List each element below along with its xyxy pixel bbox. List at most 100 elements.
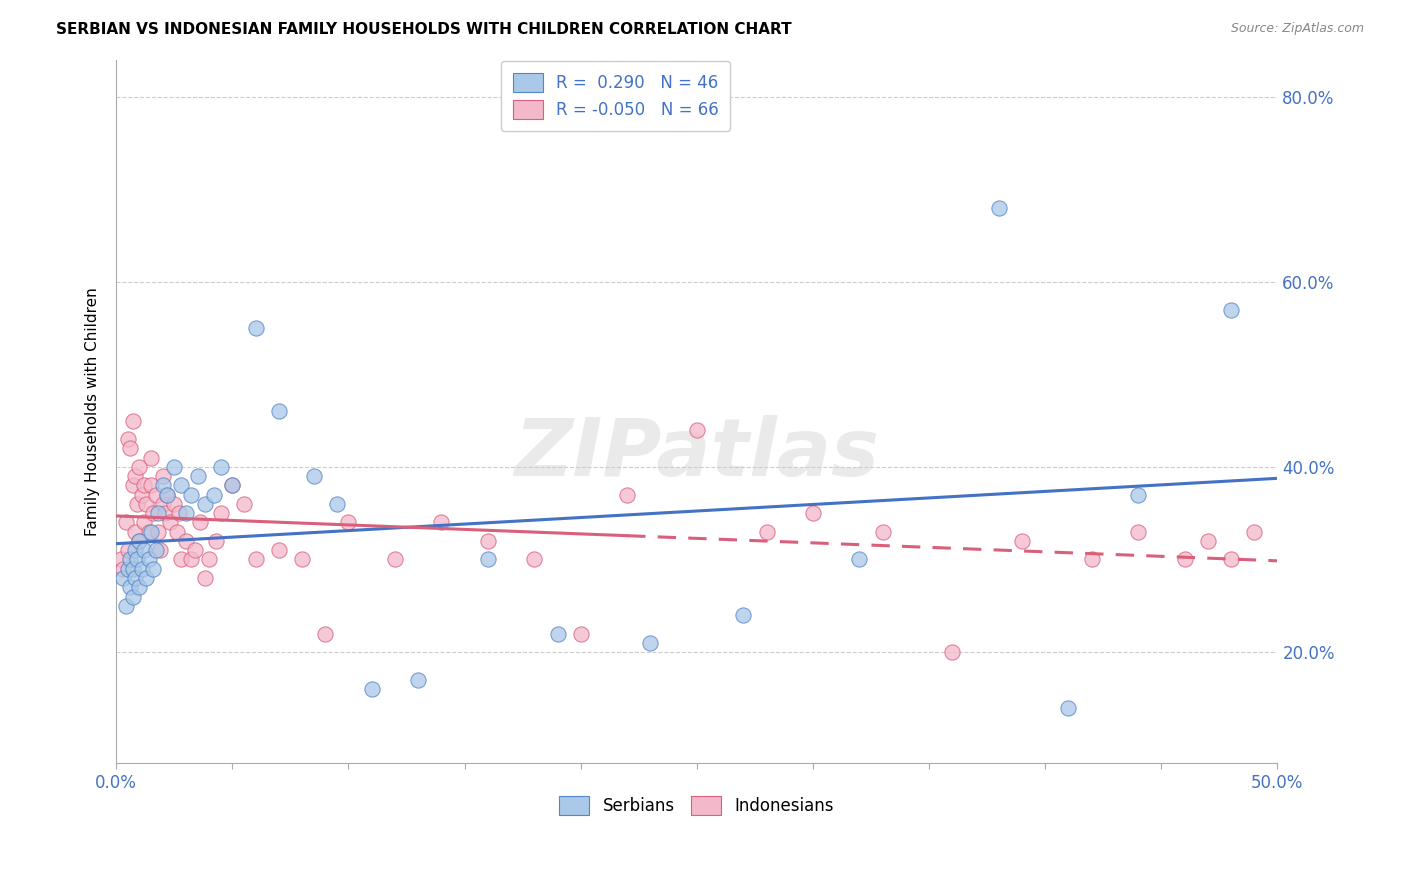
Point <box>523 552 546 566</box>
Point <box>146 506 169 520</box>
Point <box>291 552 314 566</box>
Point <box>233 497 256 511</box>
Point <box>120 580 142 594</box>
Point <box>146 524 169 539</box>
Point <box>121 478 143 492</box>
Point <box>110 552 132 566</box>
Point <box>170 478 193 492</box>
Point <box>138 524 160 539</box>
Point <box>1080 552 1102 566</box>
Point <box>1243 524 1265 539</box>
Point <box>124 469 146 483</box>
Point <box>209 506 232 520</box>
Point <box>193 571 215 585</box>
Point <box>193 497 215 511</box>
Point <box>755 524 778 539</box>
Point <box>128 533 150 548</box>
Point <box>187 469 209 483</box>
Point <box>139 450 162 465</box>
Point <box>117 432 139 446</box>
Point <box>1173 552 1195 566</box>
Point <box>152 497 174 511</box>
Point <box>188 516 211 530</box>
Point <box>872 524 894 539</box>
Point <box>159 516 181 530</box>
Point <box>117 543 139 558</box>
Point <box>941 645 963 659</box>
Point <box>156 488 179 502</box>
Point <box>267 404 290 418</box>
Point <box>547 626 569 640</box>
Point <box>163 459 186 474</box>
Point <box>406 673 429 687</box>
Point <box>1126 524 1149 539</box>
Legend: Serbians, Indonesians: Serbians, Indonesians <box>550 786 845 825</box>
Point <box>120 552 142 566</box>
Point <box>142 506 165 520</box>
Point <box>138 552 160 566</box>
Y-axis label: Family Households with Children: Family Households with Children <box>86 287 100 536</box>
Point <box>120 442 142 456</box>
Point <box>121 590 143 604</box>
Point <box>477 552 499 566</box>
Text: SERBIAN VS INDONESIAN FAMILY HOUSEHOLDS WITH CHILDREN CORRELATION CHART: SERBIAN VS INDONESIAN FAMILY HOUSEHOLDS … <box>56 22 792 37</box>
Point <box>131 562 153 576</box>
Text: Source: ZipAtlas.com: Source: ZipAtlas.com <box>1230 22 1364 36</box>
Point <box>127 552 149 566</box>
Point <box>145 543 167 558</box>
Point <box>430 516 453 530</box>
Point <box>112 562 135 576</box>
Point <box>128 459 150 474</box>
Point <box>198 552 221 566</box>
Point <box>121 562 143 576</box>
Point <box>326 497 349 511</box>
Point <box>135 497 157 511</box>
Point <box>337 516 360 530</box>
Point <box>569 626 592 640</box>
Point <box>156 488 179 502</box>
Point <box>221 478 243 492</box>
Point <box>314 626 336 640</box>
Point <box>139 478 162 492</box>
Point <box>128 533 150 548</box>
Point <box>163 497 186 511</box>
Point <box>114 516 136 530</box>
Point <box>166 524 188 539</box>
Point <box>134 543 156 558</box>
Point <box>1220 552 1243 566</box>
Point <box>801 506 824 520</box>
Point <box>114 599 136 613</box>
Point <box>1220 302 1243 317</box>
Point <box>733 607 755 622</box>
Point <box>127 497 149 511</box>
Point <box>135 571 157 585</box>
Point <box>145 488 167 502</box>
Point <box>174 506 197 520</box>
Point <box>170 552 193 566</box>
Point <box>117 562 139 576</box>
Point <box>1126 488 1149 502</box>
Point <box>112 571 135 585</box>
Point <box>152 478 174 492</box>
Point <box>180 488 202 502</box>
Point <box>1057 700 1080 714</box>
Point <box>142 562 165 576</box>
Point <box>139 524 162 539</box>
Point <box>987 201 1010 215</box>
Point <box>302 469 325 483</box>
Point <box>616 488 638 502</box>
Point <box>124 524 146 539</box>
Point <box>640 636 662 650</box>
Point <box>152 469 174 483</box>
Point <box>245 321 267 335</box>
Point <box>384 552 406 566</box>
Point <box>202 488 225 502</box>
Point <box>149 543 172 558</box>
Point <box>131 488 153 502</box>
Point <box>180 552 202 566</box>
Point <box>221 478 243 492</box>
Point <box>209 459 232 474</box>
Point <box>124 543 146 558</box>
Point <box>153 506 176 520</box>
Point <box>184 543 207 558</box>
